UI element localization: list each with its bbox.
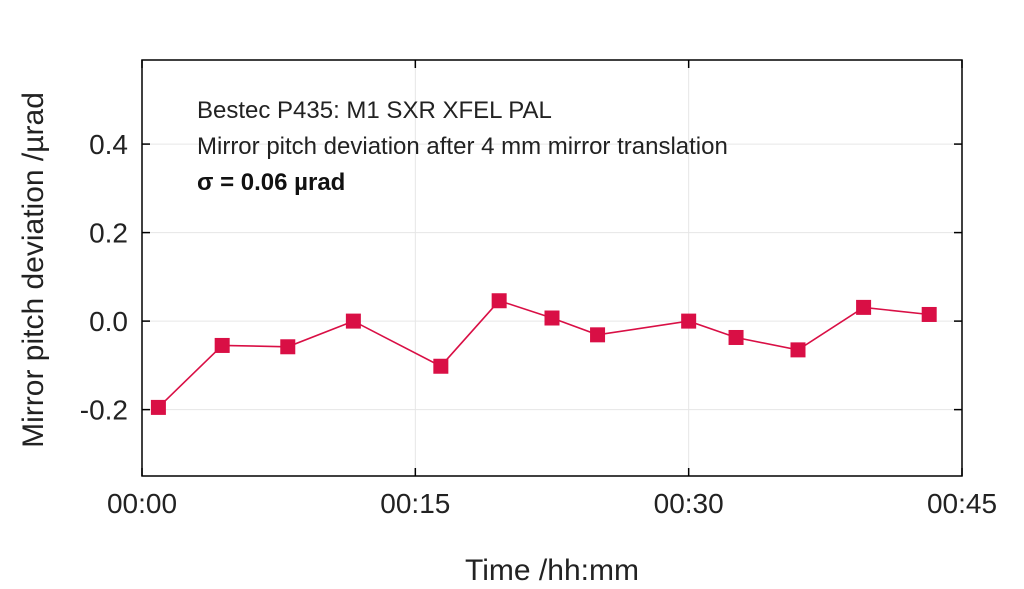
y-tick-label: 0.0 — [89, 306, 128, 337]
annotation-subtitle: Mirror pitch deviation after 4 mm mirror… — [197, 133, 728, 160]
x-tick-label: 00:15 — [380, 488, 450, 519]
data-point-marker — [345, 313, 361, 329]
y-tick-label: -0.2 — [80, 395, 128, 426]
data-point-marker — [790, 342, 806, 358]
data-point-marker — [728, 329, 744, 345]
x-axis-label: Time /hh:mm — [465, 554, 639, 587]
data-point-marker — [590, 327, 606, 343]
data-point-marker — [681, 313, 697, 329]
annotation-title: Bestec P435: M1 SXR XFEL PAL — [197, 97, 552, 124]
data-point-marker — [214, 337, 230, 353]
data-point-marker — [921, 306, 937, 322]
x-tick-label: 00:45 — [927, 488, 997, 519]
annotation-sigma: σ = 0.06 µrad — [197, 169, 345, 196]
axis-ticks — [141, 60, 963, 476]
grid-lines — [142, 60, 962, 476]
y-tick-label: 0.2 — [89, 218, 128, 249]
x-tick-label: 00:00 — [107, 488, 177, 519]
data-series — [150, 293, 937, 415]
data-point-marker — [433, 358, 449, 374]
data-point-marker — [856, 299, 872, 315]
data-point-marker — [491, 293, 507, 309]
y-axis-label: Mirror pitch deviation /µrad — [17, 92, 50, 448]
series-line — [157, 299, 930, 408]
data-point-marker — [280, 339, 296, 355]
y-tick-label: 0.4 — [89, 129, 128, 160]
data-point-marker — [150, 399, 166, 415]
plot-frame — [141, 59, 963, 477]
data-point-marker — [544, 310, 560, 326]
x-tick-label: 00:30 — [654, 488, 724, 519]
